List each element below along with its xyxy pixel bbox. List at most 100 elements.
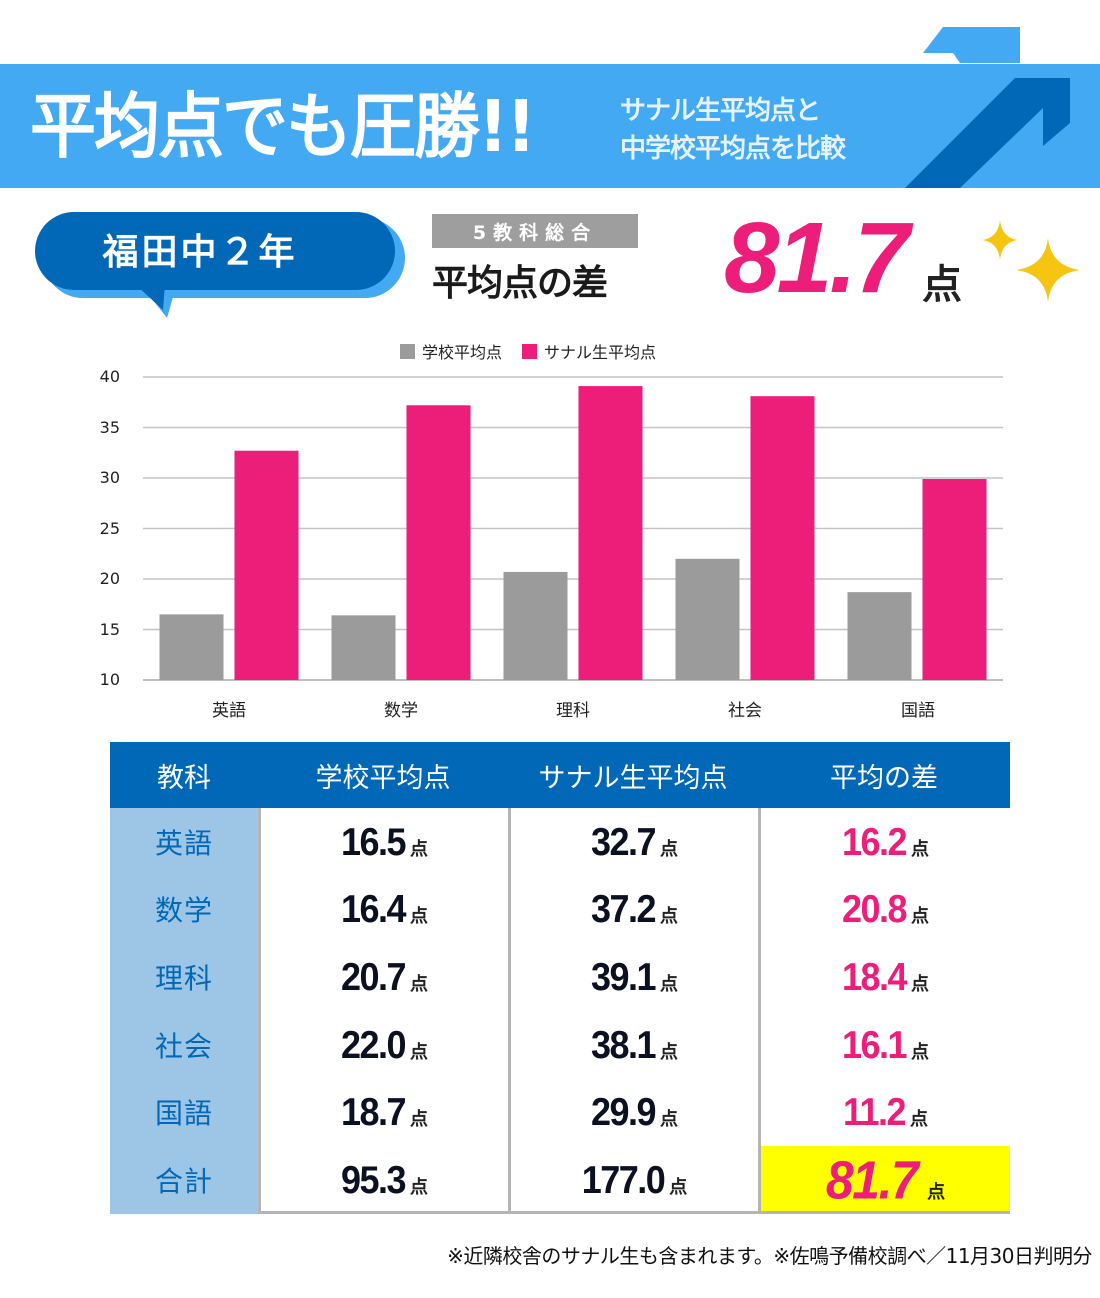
table-cell: 20.7 点 xyxy=(261,943,508,1011)
table-cell: 16.5 点 xyxy=(261,808,508,876)
table-cell: 16.4 点 xyxy=(261,876,508,944)
sanaru-avg-value: 37.2 xyxy=(590,886,657,931)
school-avg-column: 16.5 点 16.4 点 20.7 点 22.0 点 18.7 点 95.3 点 xyxy=(258,808,508,1214)
x-label-english: 英語 xyxy=(212,701,246,721)
school-avg-value: 16.5 xyxy=(340,819,407,864)
footnote: ※近隣校舎のサナル生も含まれます。※佐鳴予備校調べ／11月30日判明分 xyxy=(447,1244,1092,1268)
bar-sanaru xyxy=(578,386,643,680)
subject-cell: 理科 xyxy=(154,961,213,995)
table-cell: 29.9 点 xyxy=(511,1078,758,1146)
subject-cell: 社会 xyxy=(154,1029,213,1063)
unit-label: 点 xyxy=(410,973,429,995)
bar-sanaru xyxy=(922,479,987,680)
total-diff-unit: 点 xyxy=(922,262,962,308)
unit-label: 点 xyxy=(927,1181,946,1203)
diff-value: 20.8 xyxy=(841,886,908,931)
diff-total: 81.7 xyxy=(825,1149,919,1211)
table-cell: 16.2 点 xyxy=(761,808,1010,876)
unit-label: 点 xyxy=(410,1176,429,1198)
sanaru-avg-value: 38.1 xyxy=(590,1021,657,1067)
unit-label: 点 xyxy=(660,838,679,860)
diff-label: 平均点の差 xyxy=(432,263,608,304)
table-cell: 37.2 点 xyxy=(511,876,758,944)
score-table: 教科 学校平均点 サナル生平均点 平均の差 英語 数学 理科 社会 国語 合計 … xyxy=(110,742,1010,1214)
bar-sanaru xyxy=(406,405,471,680)
page-title: 平均点でも圧勝!! xyxy=(30,84,536,169)
table-cell: 32.7 点 xyxy=(511,808,758,876)
y-tick-40: 40 xyxy=(99,367,120,386)
legend-item-sanaru: サナル生平均点 xyxy=(522,339,656,363)
school-avg-value: 22.0 xyxy=(340,1021,407,1067)
header-sanaru-avg: サナル生平均点 xyxy=(538,762,728,794)
diff-value: 18.4 xyxy=(841,954,908,999)
y-tick-15: 15 xyxy=(99,620,120,639)
diff-value: 16.2 xyxy=(841,819,908,864)
unit-label: 点 xyxy=(660,1041,679,1063)
banner-subtitle-line1: サナル生平均点と xyxy=(620,96,821,126)
subject-column: 英語 数学 理科 社会 国語 合計 xyxy=(110,808,258,1214)
bar-school xyxy=(503,571,568,680)
subject-cell: 国語 xyxy=(154,1097,213,1131)
table-cell: 95.3 点 xyxy=(261,1146,508,1214)
legend-swatch-gray xyxy=(400,343,415,359)
diff-value: 11.2 xyxy=(842,1089,907,1134)
sanaru-avg-value: 29.9 xyxy=(590,1089,657,1134)
bar-sanaru xyxy=(750,396,815,680)
unit-label: 点 xyxy=(911,973,930,995)
school-avg-value: 18.7 xyxy=(340,1089,407,1134)
header-banner xyxy=(0,64,1100,188)
table-cell: 18.4 点 xyxy=(761,943,1010,1011)
table-cell: 16.1 点 xyxy=(761,1011,1010,1079)
x-label-science: 理科 xyxy=(556,701,590,721)
unit-label: 点 xyxy=(911,1041,930,1063)
bar-chart xyxy=(143,376,1003,681)
banner-subtitle: サナル生平均点と 中学校平均点を比較 xyxy=(620,92,846,168)
category-tag: 5教科総合 xyxy=(432,214,638,248)
upward-arrow-icon xyxy=(905,27,1070,188)
total-diff-highlight-cell: 81.7 点 xyxy=(761,1145,1010,1214)
y-tick-25: 25 xyxy=(99,519,120,538)
header-subject: 教科 xyxy=(157,762,211,794)
table-cell: 22.0 点 xyxy=(261,1011,508,1079)
unit-label: 点 xyxy=(910,1109,929,1131)
x-label-social: 社会 xyxy=(728,701,762,721)
header-school-avg: 学校平均点 xyxy=(315,762,451,794)
x-label-japanese: 国語 xyxy=(901,701,935,721)
school-grade-label: 福田中２年 xyxy=(102,232,298,273)
y-tick-20: 20 xyxy=(99,569,120,588)
unit-label: 点 xyxy=(669,1176,688,1198)
school-avg-value: 16.4 xyxy=(340,886,407,931)
sanaru-avg-value: 32.7 xyxy=(590,819,657,864)
y-tick-30: 30 xyxy=(99,468,120,487)
y-tick-35: 35 xyxy=(99,418,120,437)
unit-label: 点 xyxy=(660,906,679,928)
unit-label: 点 xyxy=(410,1041,429,1063)
sanaru-avg-column: 32.7 点 37.2 点 39.1 点 38.1 点 29.9 点 177.0 点 xyxy=(508,808,758,1214)
unit-label: 点 xyxy=(660,1109,679,1131)
legend-item-school: 学校平均点 xyxy=(400,339,502,363)
subject-cell: 数学 xyxy=(154,894,213,928)
table-bottom-border xyxy=(258,1210,1010,1214)
diff-value: 16.1 xyxy=(841,1021,908,1067)
unit-label: 点 xyxy=(660,973,679,995)
school-avg-total: 95.3 xyxy=(340,1157,407,1202)
table-cell: 20.8 点 xyxy=(761,876,1010,944)
chart-legend: 学校平均点 サナル生平均点 xyxy=(400,340,668,362)
bar-sanaru xyxy=(234,450,299,680)
table-cell: 39.1 点 xyxy=(511,943,758,1011)
table-cell: 18.7 点 xyxy=(261,1078,508,1146)
diff-column: 16.2 点 20.8 点 18.4 点 16.1 点 11.2 点 81.7 点 xyxy=(758,808,1010,1214)
sparkle-icon xyxy=(982,220,1080,302)
sanaru-avg-value: 39.1 xyxy=(590,954,657,999)
x-label-math: 数学 xyxy=(384,701,418,721)
unit-label: 点 xyxy=(410,838,429,860)
school-avg-value: 20.7 xyxy=(340,954,407,999)
sanaru-avg-total: 177.0 xyxy=(581,1157,666,1202)
unit-label: 点 xyxy=(911,906,930,928)
unit-label: 点 xyxy=(911,838,930,860)
table-cell: 11.2 点 xyxy=(761,1078,1010,1146)
table-cell: 177.0 点 xyxy=(511,1146,758,1214)
header-diff: 平均の差 xyxy=(830,762,938,794)
unit-label: 点 xyxy=(410,906,429,928)
bar-school xyxy=(159,614,224,680)
